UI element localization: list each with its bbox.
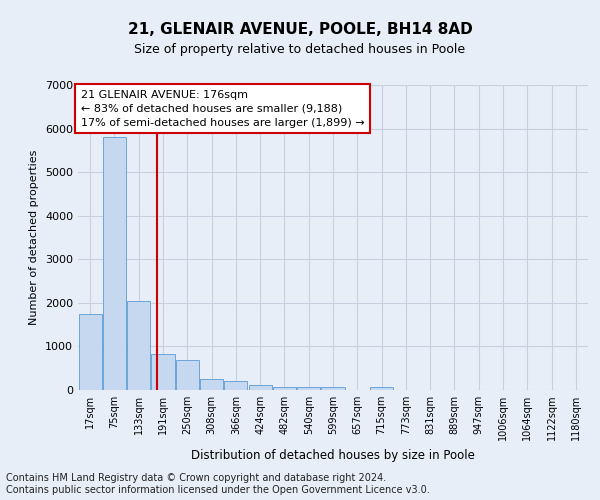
Bar bbox=[322, 388, 344, 390]
X-axis label: Distribution of detached houses by size in Poole: Distribution of detached houses by size … bbox=[191, 448, 475, 462]
Bar bbox=[248, 385, 272, 390]
Text: 21 GLENAIR AVENUE: 176sqm
← 83% of detached houses are smaller (9,188)
17% of se: 21 GLENAIR AVENUE: 176sqm ← 83% of detac… bbox=[80, 90, 364, 128]
Y-axis label: Number of detached properties: Number of detached properties bbox=[29, 150, 40, 325]
Bar bbox=[103, 138, 126, 390]
Bar bbox=[176, 360, 199, 390]
Bar bbox=[151, 354, 175, 390]
Bar bbox=[127, 300, 150, 390]
Bar bbox=[79, 314, 101, 390]
Bar bbox=[200, 378, 223, 390]
Bar bbox=[224, 381, 247, 390]
Bar bbox=[273, 386, 296, 390]
Bar bbox=[370, 386, 393, 390]
Text: 21, GLENAIR AVENUE, POOLE, BH14 8AD: 21, GLENAIR AVENUE, POOLE, BH14 8AD bbox=[128, 22, 472, 38]
Text: Size of property relative to detached houses in Poole: Size of property relative to detached ho… bbox=[134, 42, 466, 56]
Text: Contains HM Land Registry data © Crown copyright and database right 2024.
Contai: Contains HM Land Registry data © Crown c… bbox=[6, 474, 430, 495]
Bar bbox=[297, 388, 320, 390]
